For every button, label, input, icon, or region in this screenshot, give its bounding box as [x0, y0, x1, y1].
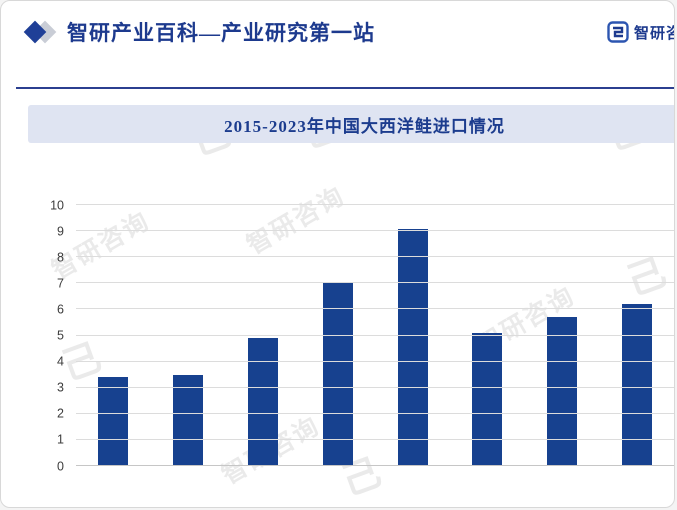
header-divider: [16, 87, 674, 89]
gridline-8: [76, 256, 674, 258]
y-tick-label-10: 10: [50, 197, 64, 212]
gridline-0: [76, 465, 674, 466]
y-tick-label-6: 6: [57, 302, 64, 317]
bar-slot-2017年: [226, 205, 301, 466]
diamond-bullet-icon: [23, 20, 59, 44]
gridline-4: [76, 360, 674, 362]
bar-2021年: [547, 317, 578, 466]
bar-2020年: [472, 332, 503, 466]
bar-2022年: [621, 304, 652, 466]
gridline-9: [76, 230, 674, 232]
chart-title-band: 2015-2023年中国大西洋鲑进口情况: [28, 105, 674, 143]
bar-2015年: [98, 377, 129, 466]
bar-slot-2018年: [300, 205, 375, 466]
gridline-5: [76, 334, 674, 336]
gridline-2: [76, 412, 674, 414]
y-tick-label-3: 3: [57, 380, 64, 395]
brand-logo-icon: [607, 21, 629, 43]
brand-logo-text: 智研咨询: [633, 24, 674, 42]
bars-container: [76, 205, 675, 466]
header: 智研产业百科—产业研究第一站 智研咨询: [23, 15, 674, 49]
y-tick-label-1: 1: [57, 432, 64, 447]
bar-slot-2016年: [151, 205, 226, 466]
bar-2019年: [397, 228, 428, 466]
bar-slot-2020年: [450, 205, 525, 466]
gridline-10: [76, 204, 674, 205]
bar-slot-2021年: [525, 205, 600, 466]
bar-slot-2023年: [674, 205, 675, 466]
gridline-6: [76, 308, 674, 310]
y-tick-label-9: 9: [57, 223, 64, 238]
bar-2018年: [322, 283, 353, 466]
site-title: 智研产业百科—产业研究第一站: [67, 21, 375, 45]
y-tick-label-5: 5: [57, 328, 64, 343]
bar-2016年: [173, 374, 204, 466]
y-tick-label-7: 7: [57, 276, 64, 291]
bar-slot-2015年: [76, 205, 151, 466]
y-tick-label-2: 2: [57, 406, 64, 421]
gridline-7: [76, 282, 674, 284]
gridline-3: [76, 386, 674, 388]
bar-chart-plot: 0 1 2 3 4 5 6 7 8 9 10: [50, 199, 675, 472]
y-tick-label-8: 8: [57, 249, 64, 264]
bar-2017年: [247, 338, 278, 466]
bar-slot-2022年: [599, 205, 674, 466]
y-tick-label-0: 0: [57, 458, 64, 473]
y-tick-label-4: 4: [57, 354, 64, 369]
brand-logo: 智研咨询: [607, 21, 674, 43]
chart-title: 2015-2023年中国大西洋鲑进口情况: [224, 116, 505, 136]
gridline-1: [76, 438, 674, 440]
bar-slot-2019年: [375, 205, 450, 466]
